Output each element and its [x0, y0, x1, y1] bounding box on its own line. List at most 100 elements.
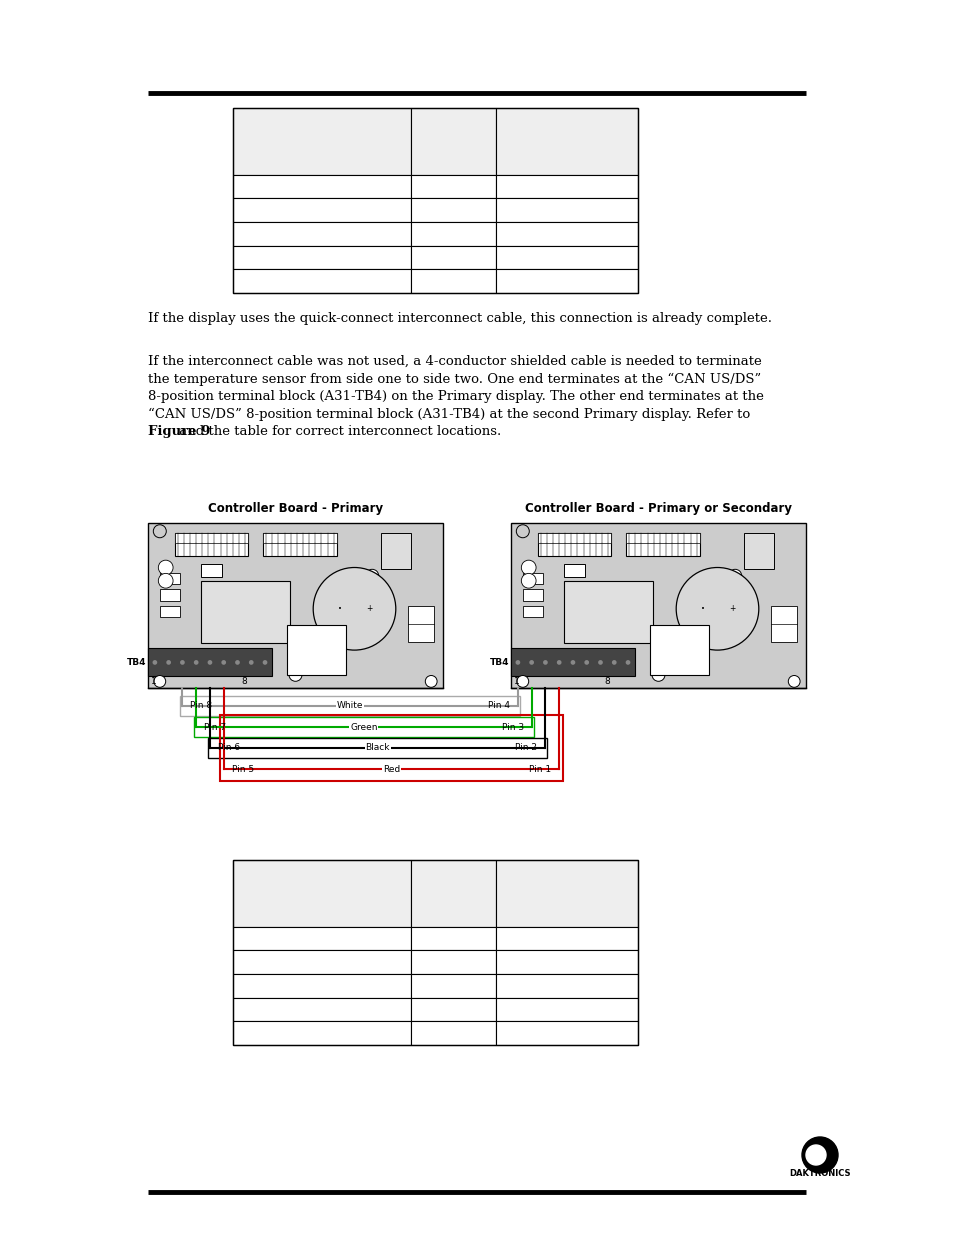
- Text: 8: 8: [604, 677, 610, 685]
- Bar: [496, 974, 638, 998]
- Bar: [233, 926, 411, 950]
- Text: •: •: [700, 606, 704, 611]
- Circle shape: [542, 659, 547, 664]
- Text: Figure 9: Figure 9: [148, 425, 211, 438]
- Bar: [563, 564, 584, 578]
- Circle shape: [289, 668, 302, 682]
- Bar: [770, 605, 797, 642]
- Bar: [219, 715, 562, 781]
- Text: Pin 6: Pin 6: [217, 743, 240, 752]
- Bar: [649, 625, 708, 674]
- Bar: [496, 926, 638, 950]
- Bar: [411, 107, 496, 174]
- Circle shape: [520, 573, 536, 588]
- Text: Controller Board - Primary: Controller Board - Primary: [208, 501, 383, 515]
- Circle shape: [520, 561, 536, 576]
- Text: Controller Board - Primary or Secondary: Controller Board - Primary or Secondary: [524, 501, 791, 515]
- Bar: [496, 998, 638, 1021]
- Bar: [263, 532, 336, 543]
- Circle shape: [153, 676, 166, 688]
- Circle shape: [234, 659, 239, 664]
- Bar: [380, 532, 410, 569]
- Bar: [411, 926, 496, 950]
- Bar: [180, 697, 519, 716]
- Text: Pin 3: Pin 3: [501, 722, 523, 731]
- Bar: [563, 580, 652, 643]
- Bar: [233, 950, 411, 974]
- Text: •: •: [337, 606, 342, 611]
- Bar: [263, 532, 336, 556]
- Circle shape: [651, 668, 664, 682]
- Bar: [496, 269, 638, 293]
- Bar: [625, 532, 700, 556]
- Text: Pin 2: Pin 2: [515, 743, 537, 752]
- Circle shape: [515, 659, 519, 664]
- Bar: [201, 564, 221, 578]
- Bar: [496, 950, 638, 974]
- Circle shape: [517, 676, 528, 688]
- Bar: [411, 860, 496, 926]
- Circle shape: [365, 569, 378, 582]
- Circle shape: [221, 659, 226, 664]
- Bar: [496, 246, 638, 269]
- Bar: [233, 860, 411, 926]
- Bar: [496, 1021, 638, 1045]
- Bar: [233, 107, 411, 174]
- Bar: [625, 532, 700, 543]
- Bar: [496, 107, 638, 174]
- Bar: [411, 199, 496, 222]
- Circle shape: [598, 659, 602, 664]
- Circle shape: [166, 659, 171, 664]
- Bar: [233, 974, 411, 998]
- Circle shape: [313, 568, 395, 650]
- Bar: [411, 246, 496, 269]
- Text: Black: Black: [365, 743, 390, 752]
- Text: TB4: TB4: [127, 658, 146, 667]
- Bar: [148, 522, 442, 688]
- Bar: [522, 573, 543, 584]
- Circle shape: [787, 676, 800, 688]
- Text: 8: 8: [241, 677, 247, 685]
- Bar: [233, 174, 411, 199]
- Circle shape: [208, 659, 213, 664]
- Bar: [174, 532, 248, 556]
- Bar: [148, 648, 272, 677]
- Circle shape: [516, 525, 529, 537]
- Text: the temperature sensor from side one to side two. One end terminates at the “CAN: the temperature sensor from side one to …: [148, 373, 760, 385]
- Text: White: White: [336, 701, 363, 710]
- Bar: [208, 739, 547, 758]
- Bar: [522, 589, 543, 600]
- Text: “CAN US/DS” 8-position terminal block (A31-TB4) at the second Primary display. R: “CAN US/DS” 8-position terminal block (A…: [148, 408, 749, 421]
- Bar: [496, 860, 638, 926]
- Bar: [233, 222, 411, 246]
- Bar: [160, 605, 180, 618]
- Bar: [537, 532, 611, 543]
- Text: Pin 4: Pin 4: [487, 701, 509, 710]
- Text: Pin 7: Pin 7: [204, 722, 226, 731]
- Bar: [537, 532, 611, 556]
- Bar: [522, 605, 543, 618]
- Bar: [511, 522, 805, 688]
- Bar: [411, 974, 496, 998]
- Circle shape: [425, 676, 436, 688]
- Text: TB4: TB4: [489, 658, 509, 667]
- Text: Green: Green: [350, 722, 377, 731]
- Text: If the interconnect cable was not used, a 4-conductor shielded cable is needed t: If the interconnect cable was not used, …: [148, 354, 760, 368]
- Bar: [411, 269, 496, 293]
- Bar: [496, 222, 638, 246]
- Bar: [411, 998, 496, 1021]
- Bar: [496, 174, 638, 199]
- Bar: [286, 625, 345, 674]
- Circle shape: [584, 659, 588, 664]
- Circle shape: [152, 659, 157, 664]
- Bar: [233, 246, 411, 269]
- Bar: [407, 605, 434, 642]
- Circle shape: [262, 659, 267, 664]
- Bar: [233, 1021, 411, 1045]
- Bar: [160, 573, 180, 584]
- Bar: [496, 199, 638, 222]
- Bar: [411, 222, 496, 246]
- Circle shape: [158, 573, 172, 588]
- Bar: [233, 107, 638, 293]
- Circle shape: [557, 659, 561, 664]
